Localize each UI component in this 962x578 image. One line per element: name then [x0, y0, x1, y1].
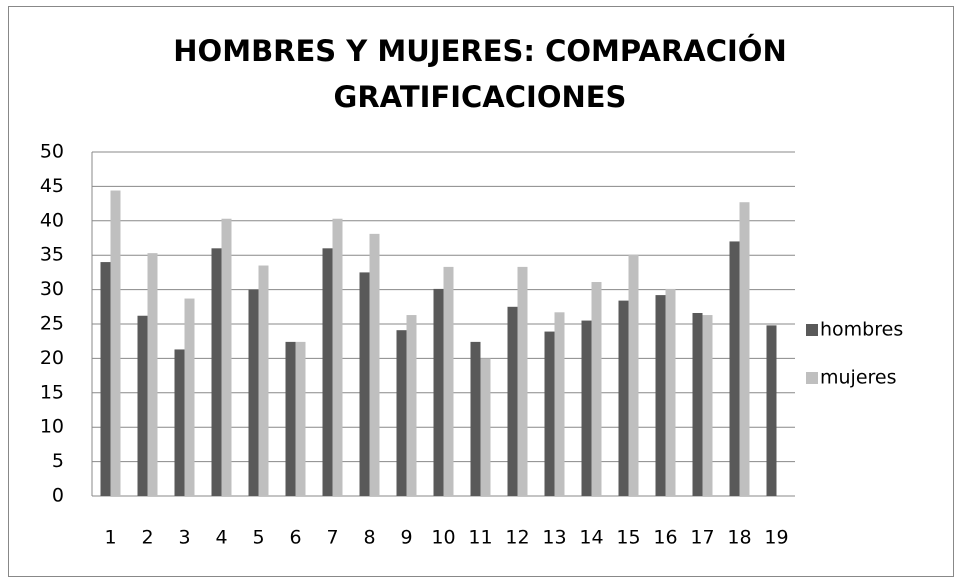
bar [258, 265, 269, 496]
y-tick-label: 35 [40, 244, 64, 266]
bar [433, 288, 444, 496]
bar [147, 253, 158, 496]
bar [480, 358, 491, 496]
bar [396, 330, 407, 496]
x-tick-label: 14 [579, 527, 603, 549]
bar [406, 315, 417, 496]
y-tick-label: 0 [52, 485, 64, 507]
y-tick-label: 10 [40, 416, 64, 438]
legend-swatch [806, 324, 818, 336]
x-tick-label: 2 [141, 527, 153, 549]
bar [729, 241, 740, 496]
y-tick-label: 25 [40, 313, 64, 335]
bar [295, 341, 306, 496]
x-tick-label: 13 [542, 527, 566, 549]
y-tick-label: 15 [40, 381, 64, 403]
bar [739, 202, 750, 496]
bar [285, 341, 296, 496]
x-tick-label: 4 [215, 527, 227, 549]
bar [618, 300, 629, 496]
bar [248, 289, 259, 496]
x-tick-label: 17 [690, 527, 714, 549]
x-tick-label: 1 [104, 527, 116, 549]
bar [110, 190, 121, 496]
bar [174, 349, 185, 496]
bar [591, 282, 602, 496]
x-tick-label: 15 [616, 527, 640, 549]
legend-label: mujeres [820, 367, 897, 389]
bar [665, 288, 676, 496]
bar [628, 254, 639, 496]
bar [655, 295, 666, 496]
x-tick-label: 3 [178, 527, 190, 549]
x-tick-label: 18 [727, 527, 751, 549]
bar [100, 262, 111, 496]
y-tick-label: 50 [40, 141, 64, 163]
bar [369, 233, 380, 496]
bar [137, 315, 148, 496]
bar [507, 306, 518, 496]
x-tick-label: 8 [363, 527, 375, 549]
x-tick-label: 6 [289, 527, 301, 549]
x-tick-label: 19 [764, 527, 788, 549]
x-tick-label: 12 [505, 527, 529, 549]
bar [332, 218, 343, 496]
bar [766, 325, 777, 496]
bar [470, 341, 481, 496]
bar [221, 218, 232, 496]
bar [184, 298, 195, 496]
bar [702, 315, 713, 496]
bar [443, 266, 454, 496]
bar [211, 248, 222, 496]
bar [322, 248, 333, 496]
x-tick-label: 7 [326, 527, 338, 549]
bar [517, 266, 528, 496]
x-tick-label: 16 [653, 527, 677, 549]
bar [692, 312, 703, 496]
x-tick-label: 5 [252, 527, 264, 549]
bar [544, 331, 555, 496]
y-tick-label: 30 [40, 278, 64, 300]
y-tick-label: 45 [40, 175, 64, 197]
bar [359, 272, 370, 496]
chart-border [8, 6, 954, 577]
bar [581, 320, 592, 496]
legend-swatch [806, 372, 818, 384]
legend-label: hombres [820, 319, 903, 341]
chart-title: HOMBRES Y MUJERES: COMPARACIÓN GRATIFICA… [173, 34, 787, 114]
bar [554, 312, 565, 496]
y-tick-label: 20 [40, 347, 64, 369]
x-tick-label: 11 [468, 527, 492, 549]
y-tick-label: 40 [40, 209, 64, 231]
x-tick-label: 10 [431, 527, 455, 549]
y-tick-label: 5 [52, 450, 64, 472]
x-tick-label: 9 [400, 527, 412, 549]
